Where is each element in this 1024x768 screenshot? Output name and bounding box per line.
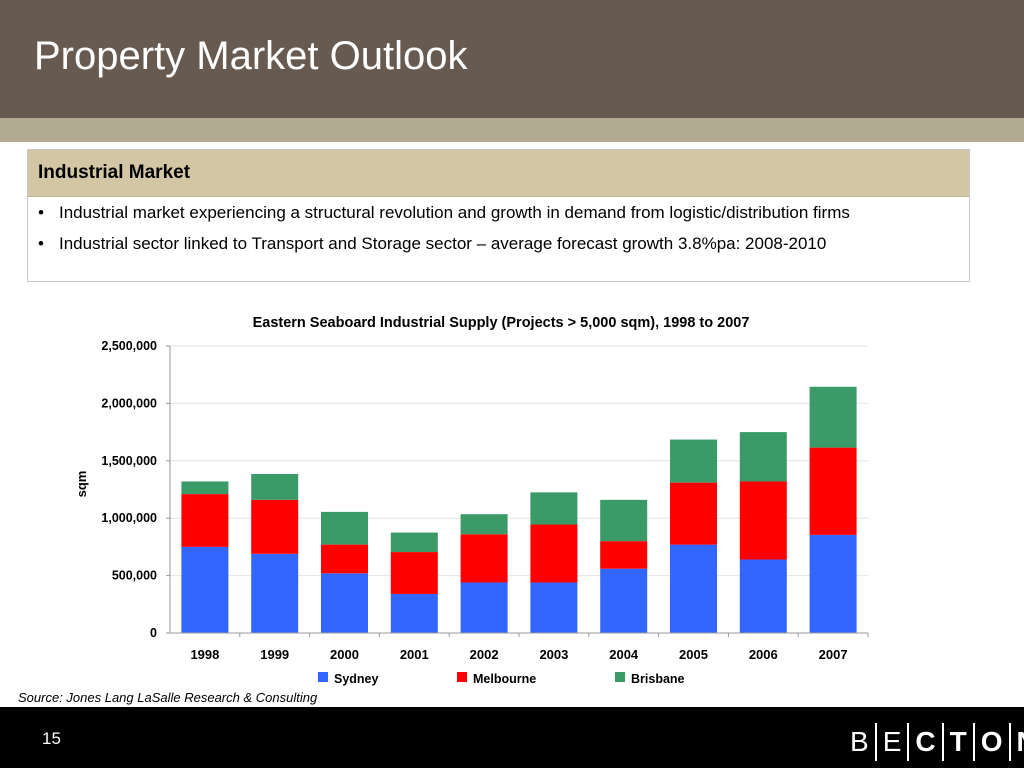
y-tick-label: 1,000,000	[101, 511, 157, 525]
bar-sydney-2002	[460, 582, 508, 633]
bullet-item: • Industrial sector linked to Transport …	[38, 233, 957, 254]
x-tick-label: 2001	[400, 647, 429, 662]
becton-logo: B E C T O N	[845, 723, 1024, 761]
bar-sydney-1999	[251, 553, 299, 633]
logo-divider	[1008, 723, 1011, 761]
supply-chart: Eastern Seaboard Industrial Supply (Proj…	[74, 315, 869, 686]
bar-sydney-2004	[600, 568, 648, 633]
footer-bar: 15 B E C T O N	[0, 707, 1024, 768]
bar-brisbane-2002	[460, 514, 508, 535]
bar-sydney-2000	[321, 573, 368, 633]
bar-brisbane-2005	[670, 439, 717, 483]
bar-brisbane-2006	[739, 432, 787, 482]
y-axis-title: sqm	[74, 471, 89, 498]
bullet-text: Industrial market experiencing a structu…	[59, 203, 850, 222]
bar-brisbane-2000	[321, 511, 368, 545]
logo-letter: O	[980, 726, 1003, 757]
bar-sydney-2005	[670, 544, 717, 633]
logo-divider	[972, 723, 975, 761]
bar-sydney-1998	[181, 546, 229, 633]
bullet-list: • Industrial market experiencing a struc…	[28, 197, 969, 254]
bar-melbourne-1999	[251, 499, 299, 554]
bullet-item: • Industrial market experiencing a struc…	[38, 202, 957, 223]
x-tick-label: 2003	[539, 647, 568, 662]
bullet-marker: •	[38, 234, 44, 253]
y-tick-label: 1,500,000	[101, 454, 157, 468]
slide-title: Property Market Outlook	[34, 34, 468, 78]
x-tick-label: 1999	[260, 647, 289, 662]
logo-letter: N	[1012, 723, 1024, 761]
bar-sydney-2003	[530, 582, 578, 633]
logo-divider	[874, 723, 877, 761]
x-tick-label: 2004	[609, 647, 639, 662]
bar-melbourne-2006	[739, 481, 787, 560]
logo-letter: B	[850, 726, 869, 757]
industrial-market-box: Industrial Market • Industrial market ex…	[27, 149, 970, 282]
y-tick-label: 0	[150, 626, 157, 640]
logo-letter: C	[915, 726, 936, 757]
x-tick-label: 2006	[749, 647, 778, 662]
logo-letter: E	[882, 726, 902, 757]
source-note: Source: Jones Lang LaSalle Research & Co…	[18, 690, 318, 705]
legend-label-melbourne: Melbourne	[473, 672, 536, 686]
bar-melbourne-2001	[390, 552, 438, 594]
x-tick-label: 1998	[190, 647, 219, 662]
page-number: 15	[42, 729, 61, 748]
x-tick-label: 2002	[470, 647, 499, 662]
legend: Sydney Melbourne Brisbane	[318, 672, 685, 686]
legend-swatch-melbourne	[457, 672, 467, 682]
y-tick-label: 2,500,000	[101, 339, 157, 353]
y-tick-label: 500,000	[112, 569, 157, 583]
bar-brisbane-1998	[181, 481, 229, 495]
bar-melbourne-2004	[600, 541, 648, 569]
bar-sydney-2006	[739, 559, 787, 633]
bar-melbourne-1998	[181, 494, 229, 547]
bars	[181, 386, 857, 633]
bullet-text: Industrial sector linked to Transport an…	[59, 234, 827, 253]
bar-brisbane-2004	[600, 499, 648, 542]
box-heading: Industrial Market	[28, 150, 969, 197]
legend-swatch-brisbane	[615, 672, 625, 682]
axes: 0 500,000 1,000,000 1,500,000 2,000,000 2,500…	[101, 339, 869, 662]
y-tick-label: 2,000,000	[101, 396, 157, 410]
legend-label-brisbane: Brisbane	[631, 672, 685, 686]
bar-melbourne-2007	[809, 447, 857, 535]
bar-brisbane-1999	[251, 474, 299, 500]
bullet-marker: •	[38, 203, 44, 222]
bar-brisbane-2001	[390, 532, 438, 553]
bar-melbourne-2002	[460, 534, 508, 583]
legend-label-sydney: Sydney	[334, 672, 379, 686]
bar-brisbane-2007	[809, 386, 857, 448]
bar-melbourne-2005	[670, 482, 717, 545]
bar-melbourne-2000	[321, 544, 368, 574]
logo-divider	[907, 723, 910, 761]
logo-divider	[941, 723, 944, 761]
accent-band	[0, 118, 1024, 142]
logo-letter: T	[949, 726, 967, 757]
chart-title: Eastern Seaboard Industrial Supply (Proj…	[253, 315, 750, 331]
legend-swatch-sydney	[318, 672, 328, 682]
bar-sydney-2007	[809, 534, 857, 633]
x-tick-label: 2007	[819, 647, 848, 662]
bar-melbourne-2003	[530, 524, 578, 583]
header-bar: Property Market Outlook	[0, 0, 1024, 118]
bar-brisbane-2003	[530, 492, 578, 525]
bar-sydney-2001	[390, 593, 438, 633]
x-tick-label: 2005	[679, 647, 708, 662]
x-tick-label: 2000	[330, 647, 359, 662]
